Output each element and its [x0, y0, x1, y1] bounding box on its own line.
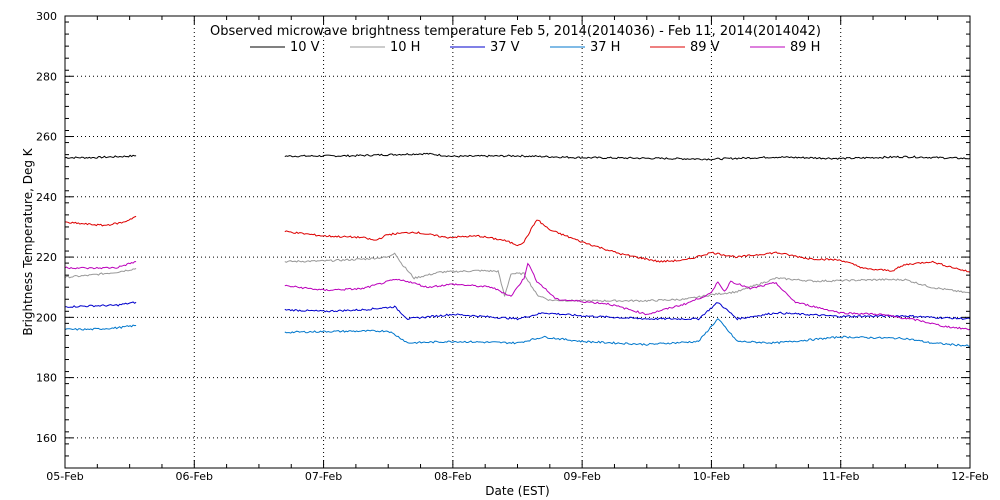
series-89-h	[64, 261, 971, 331]
legend-label: 89 H	[790, 40, 820, 55]
legend-label: 10 V	[290, 40, 320, 55]
series-line	[64, 261, 137, 270]
x-tick-label: 07-Feb	[305, 470, 342, 483]
x-tick-label: 05-Feb	[46, 470, 83, 483]
series-89-v	[64, 215, 971, 273]
series-line	[284, 262, 971, 331]
legend-label: 37 V	[490, 40, 520, 55]
legend-label: 89 V	[690, 40, 720, 55]
series-line	[64, 324, 137, 331]
chart-title: Observed microwave brightness temperatur…	[210, 24, 821, 39]
x-tick-label: 09-Feb	[563, 470, 600, 483]
series-line	[284, 302, 971, 321]
y-tick-label: 260	[36, 131, 57, 144]
series-line	[284, 152, 971, 161]
x-tick-label: 08-Feb	[434, 470, 471, 483]
y-axis-label: Brightness Temperature, Deg K	[21, 147, 35, 335]
y-tick-label: 240	[36, 191, 57, 204]
series-10-h	[64, 252, 971, 303]
legend: 10 V 10 H 37 V 37 H 89 V 89 H	[250, 40, 820, 55]
series-line	[284, 318, 971, 347]
x-tick-label: 10-Feb	[693, 470, 730, 483]
y-tick-label: 300	[36, 10, 57, 23]
x-tick-label: 06-Feb	[176, 470, 213, 483]
legend-label: 10 H	[390, 40, 420, 55]
y-tick-label: 200	[36, 311, 57, 324]
series-line	[284, 252, 971, 303]
series-layer	[64, 152, 971, 347]
series-line	[64, 154, 137, 160]
series-line	[64, 268, 137, 279]
series-10-v	[64, 152, 971, 161]
series-line	[64, 215, 137, 227]
series-line	[64, 301, 137, 308]
x-tick-label: 12-Feb	[951, 470, 988, 483]
grid-lines	[65, 16, 970, 468]
series-37-v	[64, 301, 971, 321]
legend-label: 37 H	[590, 40, 620, 55]
y-tick-label: 220	[36, 251, 57, 264]
series-line	[284, 219, 971, 273]
x-tick-label: 11-Feb	[822, 470, 859, 483]
y-tick-label: 160	[36, 432, 57, 445]
y-tick-label: 280	[36, 70, 57, 83]
x-axis-label: Date (EST)	[485, 484, 549, 498]
series-37-h	[64, 318, 971, 347]
y-tick-label: 180	[36, 372, 57, 385]
axis-ticks: 05-Feb 06-Feb 07-Feb 08-Feb 09-Feb 10-Feb 11-F…	[36, 10, 989, 483]
